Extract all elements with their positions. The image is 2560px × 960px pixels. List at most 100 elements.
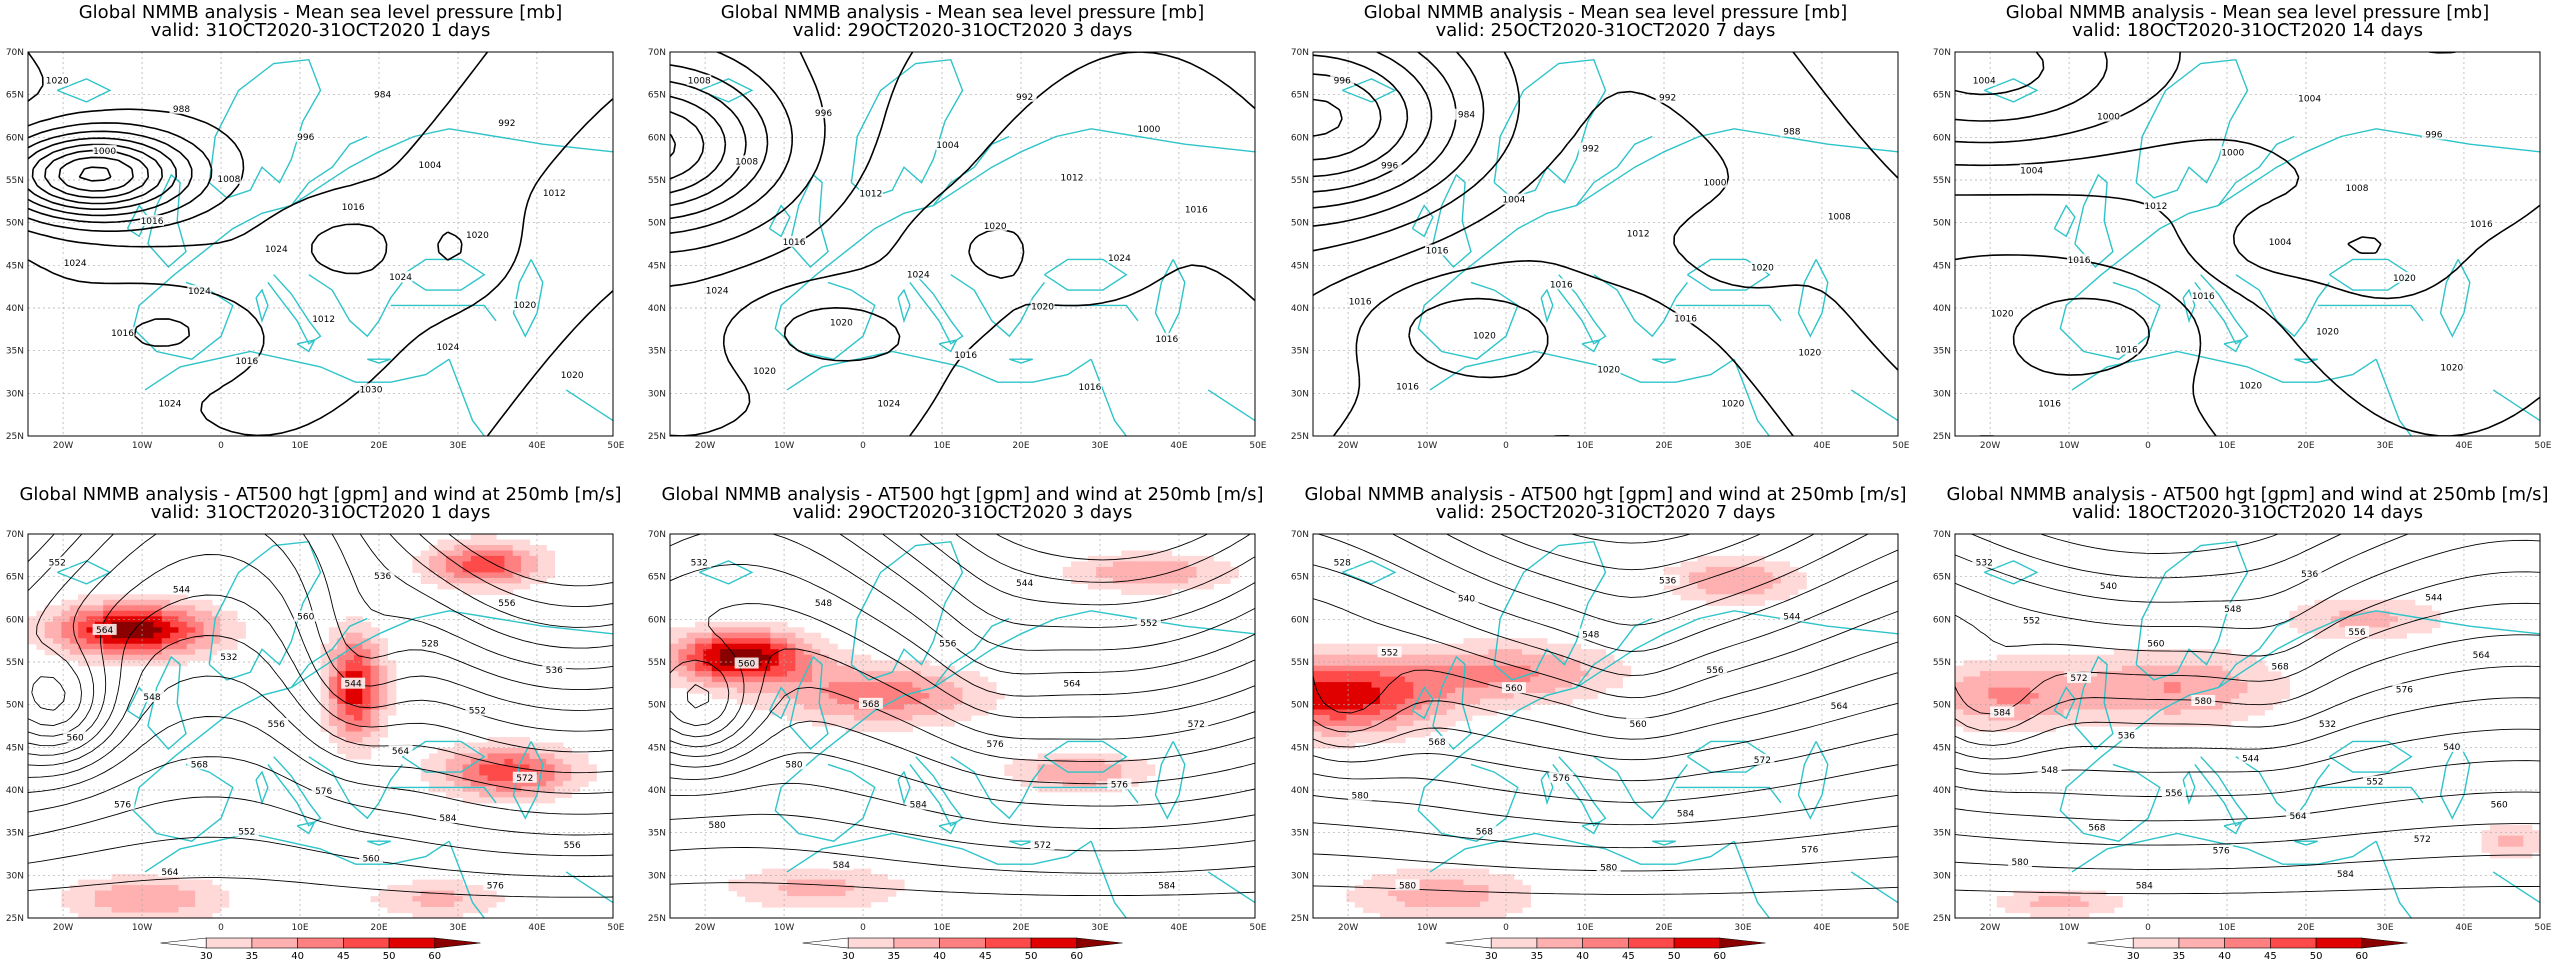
map-frame: [27, 51, 614, 437]
wind-shade-cell: [2297, 616, 2307, 623]
wind-shade-cell: [537, 577, 547, 584]
wind-shade-cell: [220, 890, 230, 897]
wind-shade-cell: [2347, 616, 2357, 623]
wind-shade-cell: [1980, 687, 1990, 694]
wind-shade-cell: [820, 709, 830, 716]
isoline: [670, 563, 1255, 727]
wind-shade-cell: [1313, 731, 1322, 738]
wind-shade-cell: [195, 896, 205, 903]
wind-shade-cell: [670, 671, 679, 678]
wind-shade-cell: [2189, 709, 2198, 716]
wind-shade-cell: [512, 555, 522, 562]
wind-shade-cell: [445, 577, 455, 584]
contour-label: 568: [1476, 828, 1493, 838]
wind-shade-cell: [2130, 649, 2140, 656]
wind-shade-cell: [703, 654, 713, 661]
wind-shade-cell: [778, 704, 788, 711]
wind-shade-cell: [128, 874, 138, 881]
wind-shade-cell: [2172, 704, 2182, 711]
coastline: [2223, 339, 2243, 353]
wind-shade-cell: [2138, 715, 2148, 722]
wind-shade-cell: [787, 660, 796, 667]
wind-shade-cell: [795, 693, 805, 700]
wind-shade-cell: [1163, 561, 1173, 568]
wind-shade-cell: [1388, 671, 1398, 678]
wind-shade-cell: [954, 682, 964, 689]
wind-shade-cell: [370, 709, 380, 716]
wind-shade-cell: [1062, 764, 1072, 771]
wind-shade-cell: [2180, 671, 2190, 678]
wind-shade-cell: [812, 901, 822, 908]
wind-shade-cell: [1505, 704, 1515, 711]
wind-shade-cell: [1563, 660, 1573, 667]
wind-shade-cell: [420, 907, 430, 914]
wind-shade-cell: [2080, 654, 2090, 661]
wind-shade-cell: [711, 643, 721, 650]
wind-shade-cell: [111, 594, 121, 601]
wind-shade-cell: [153, 874, 163, 881]
wind-shade-cell: [845, 687, 855, 694]
wind-shade-cell: [94, 643, 104, 650]
map-panel: Global NMMB analysis - Mean sea level pr…: [6, 2, 625, 451]
contour-label-bg: [2037, 397, 2062, 409]
lon-tick-label: 30E: [2376, 923, 2393, 933]
wind-shade-cell: [1346, 715, 1356, 722]
wind-shade-cell: [496, 786, 505, 793]
wind-shade-cell: [1354, 731, 1364, 738]
wind-shade-cell: [812, 671, 822, 678]
wind-shade-cell: [2072, 890, 2081, 897]
wind-shade-cell: [178, 660, 188, 667]
wind-shade-cell: [2038, 682, 2048, 689]
wind-shade-cell: [1404, 665, 1414, 672]
wind-shade-cell: [479, 797, 489, 804]
isoline: [28, 796, 613, 857]
wind-shade-cell: [1129, 764, 1139, 771]
wind-shade-cell: [1971, 682, 1981, 689]
wind-shade-cell: [1755, 555, 1765, 562]
wind-shade-cell: [887, 676, 897, 683]
map-plot-area: 1020984988992996100010041008101210161016…: [28, 52, 613, 436]
wind-shade-cell: [812, 868, 822, 875]
wind-shade-cell: [2255, 671, 2265, 678]
wind-shade-cell: [2080, 693, 2090, 700]
contour-label: 540: [2443, 743, 2460, 753]
wind-shade-cell: [571, 786, 581, 793]
wind-shade-cell: [1963, 665, 1973, 672]
wind-shade-cell: [2105, 704, 2115, 711]
lat-tick-label: 55N: [6, 176, 24, 186]
coastline: [208, 540, 322, 681]
wind-shade-cell: [1396, 720, 1406, 727]
wind-shade-cell: [820, 868, 830, 875]
contour-label: 1012: [2144, 202, 2167, 212]
wind-shade-cell: [1096, 753, 1106, 760]
wind-shade-cell: [2147, 660, 2157, 667]
wind-shade-cell: [337, 720, 347, 727]
wind-shade-cell: [1087, 786, 1097, 793]
wind-shade-cell: [1446, 682, 1456, 689]
wind-shade-cell: [211, 885, 221, 892]
contour-label: 552: [1140, 619, 1157, 629]
wind-shade-cell: [1313, 687, 1322, 694]
wind-shade-cell: [1371, 671, 1381, 678]
wind-shade-cell: [1463, 665, 1473, 672]
coastline: [1432, 655, 1472, 750]
wind-shade-cell: [862, 715, 872, 722]
wind-shade-cell: [153, 654, 163, 661]
contour-label-bg: [1107, 252, 1132, 264]
wind-shade-cell: [337, 731, 347, 738]
wind-shade-cell: [412, 885, 422, 892]
wind-shade-cell: [470, 583, 480, 590]
wind-shade-cell: [1313, 682, 1322, 689]
wind-shade-cell: [1396, 665, 1406, 672]
contour-label-bg: [140, 214, 165, 226]
colorbar-tick-label: 45: [2264, 951, 2277, 960]
wind-shade-cell: [1430, 660, 1439, 667]
wind-shade-cell: [1121, 583, 1131, 590]
wind-shade-cell: [711, 660, 721, 667]
wind-shade-cell: [2080, 896, 2090, 903]
colorbar-segment: [2270, 937, 2317, 949]
wind-shade-cell: [2197, 687, 2207, 694]
lon-tick-label: 10W: [1417, 923, 1437, 933]
coastline: [296, 339, 316, 353]
wind-shade-cell: [2498, 846, 2508, 853]
